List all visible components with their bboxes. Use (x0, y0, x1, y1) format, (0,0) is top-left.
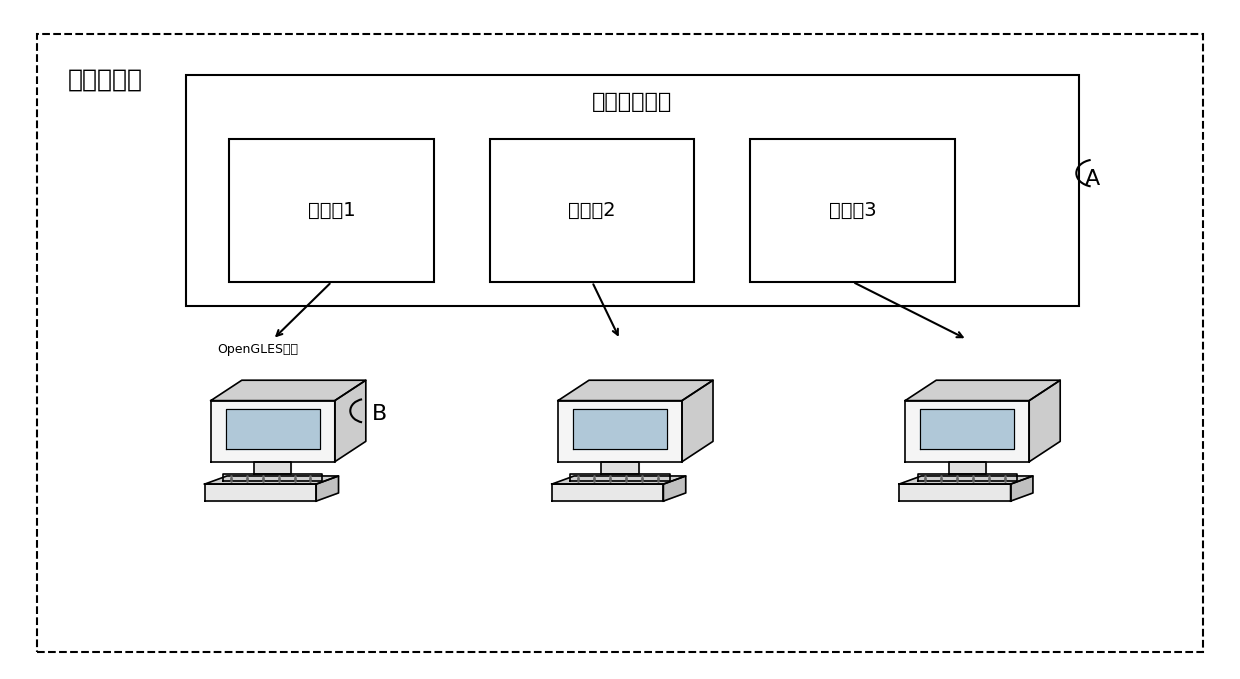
Polygon shape (316, 476, 339, 501)
Polygon shape (223, 474, 322, 481)
Polygon shape (254, 462, 291, 474)
Polygon shape (601, 462, 639, 474)
Polygon shape (558, 401, 682, 462)
Polygon shape (211, 380, 366, 401)
Polygon shape (552, 476, 686, 484)
Polygon shape (918, 474, 1017, 481)
Polygon shape (335, 380, 366, 462)
Polygon shape (226, 409, 320, 449)
Polygon shape (663, 476, 686, 501)
Polygon shape (205, 476, 339, 484)
FancyBboxPatch shape (750, 139, 955, 282)
Text: 虚拟机1: 虚拟机1 (308, 201, 356, 220)
Polygon shape (552, 484, 663, 501)
FancyBboxPatch shape (186, 75, 1079, 306)
Polygon shape (211, 401, 335, 462)
Text: 桌面云服务端: 桌面云服务端 (593, 92, 672, 111)
Polygon shape (920, 409, 1014, 449)
Polygon shape (905, 380, 1060, 401)
Text: 虚拟机2: 虚拟机2 (568, 201, 616, 220)
Text: B: B (372, 404, 387, 424)
Polygon shape (1029, 380, 1060, 462)
FancyBboxPatch shape (229, 139, 434, 282)
FancyBboxPatch shape (490, 139, 694, 282)
Polygon shape (682, 380, 713, 462)
Text: OpenGLES指令: OpenGLES指令 (217, 343, 298, 356)
Polygon shape (558, 380, 713, 401)
Text: 虚拟机3: 虚拟机3 (828, 201, 877, 220)
Polygon shape (1011, 476, 1033, 501)
Polygon shape (570, 474, 670, 481)
Polygon shape (899, 476, 1033, 484)
Polygon shape (949, 462, 986, 474)
Polygon shape (573, 409, 667, 449)
Polygon shape (905, 401, 1029, 462)
FancyBboxPatch shape (37, 34, 1203, 652)
Polygon shape (205, 484, 316, 501)
Polygon shape (899, 484, 1011, 501)
Text: A: A (1085, 168, 1100, 189)
Text: 桌面云系统: 桌面云系统 (68, 68, 143, 92)
